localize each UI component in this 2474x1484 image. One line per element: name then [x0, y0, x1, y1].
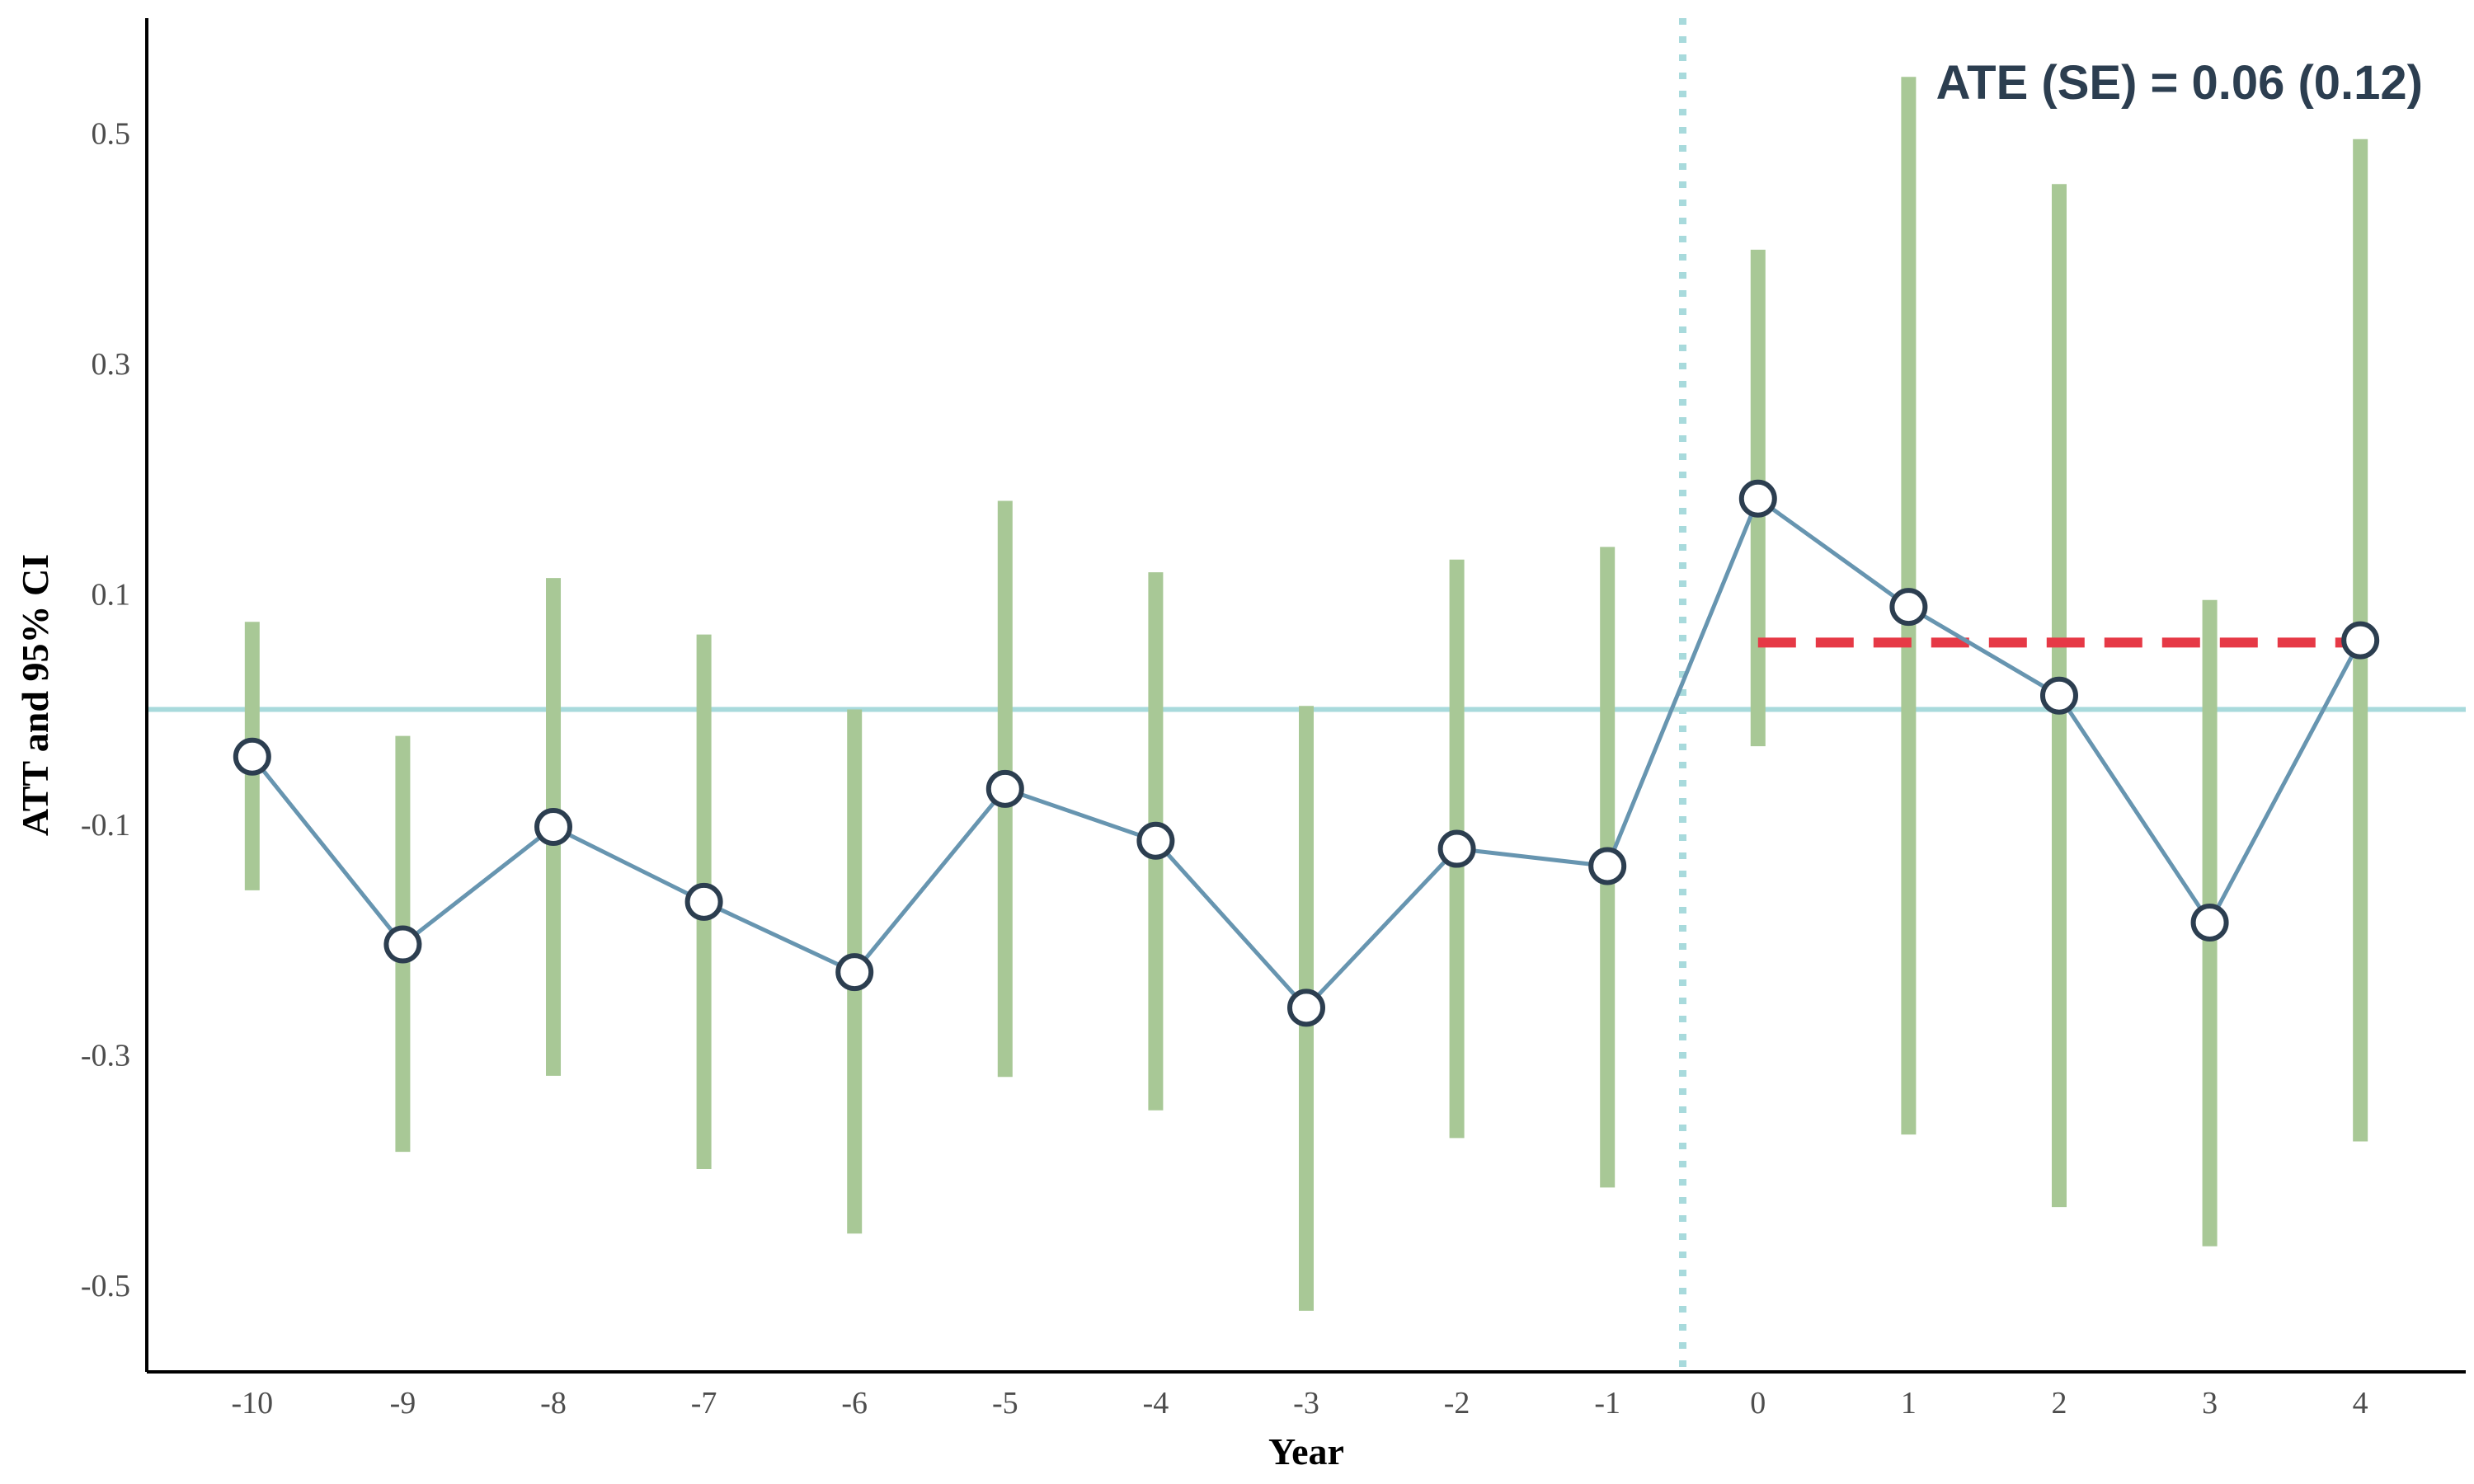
x-tick-label--3: -3: [1293, 1386, 1319, 1421]
estimate-point--6: [835, 953, 874, 992]
x-tick-label-1: 1: [1901, 1386, 1917, 1421]
x-tick-label--8: -8: [540, 1386, 567, 1421]
estimate-point-1: [1889, 588, 1928, 627]
estimate-point-0: [1738, 479, 1777, 518]
estimate-point--7: [684, 882, 723, 921]
estimate-point--1: [1588, 847, 1627, 885]
x-tick-label--6: -6: [841, 1386, 868, 1421]
y-tick-label-0.1: 0.1: [92, 578, 131, 613]
y-tick-labels: 0.5 0.3 0.1 -0.1 -0.3 -0.5: [81, 117, 130, 1303]
x-tick-label--5: -5: [992, 1386, 1018, 1421]
ate-annotation: ATE (SE) = 0.06 (0.12): [1936, 56, 2423, 110]
x-tick-label-3: 3: [2202, 1386, 2218, 1421]
x-tick-label--4: -4: [1143, 1386, 1169, 1421]
estimate-point--10: [233, 737, 271, 776]
estimate-point--5: [985, 769, 1024, 808]
x-tick-label--10: -10: [231, 1386, 273, 1421]
estimate-point--4: [1136, 821, 1175, 860]
x-axis-title: Year: [1268, 1430, 1344, 1472]
x-tick-labels: -10 -9 -8 -7 -6 -5 -4 -3 -2 -1 0 1 2 3 4: [231, 1386, 2368, 1421]
estimate-point-2: [2039, 676, 2078, 715]
y-tick-label--0.1: -0.1: [81, 808, 130, 843]
estimate-point--3: [1287, 989, 1325, 1027]
y-tick-label--0.3: -0.3: [81, 1039, 130, 1073]
x-tick-label-4: 4: [2353, 1386, 2368, 1421]
x-tick-label--2: -2: [1444, 1386, 1470, 1421]
y-tick-label--0.5: -0.5: [81, 1269, 130, 1303]
estimate-point--2: [1437, 829, 1476, 868]
x-tick-label-2: 2: [2051, 1386, 2067, 1421]
y-tick-label-0.5: 0.5: [92, 117, 131, 152]
estimate-point-4: [2341, 621, 2380, 660]
x-tick-label--7: -7: [691, 1386, 717, 1421]
x-tick-label-0: 0: [1750, 1386, 1766, 1421]
x-tick-label--9: -9: [390, 1386, 416, 1421]
x-tick-label--1: -1: [1594, 1386, 1620, 1421]
y-axis-title: ATT and 95% CI: [14, 554, 56, 836]
y-tick-label-0.3: 0.3: [92, 347, 131, 382]
estimate-point--9: [383, 925, 422, 964]
estimate-points-layer: [233, 479, 2380, 1027]
estimate-point-3: [2190, 903, 2229, 942]
estimate-point--8: [534, 808, 573, 847]
axes-layer: [145, 18, 2466, 1374]
